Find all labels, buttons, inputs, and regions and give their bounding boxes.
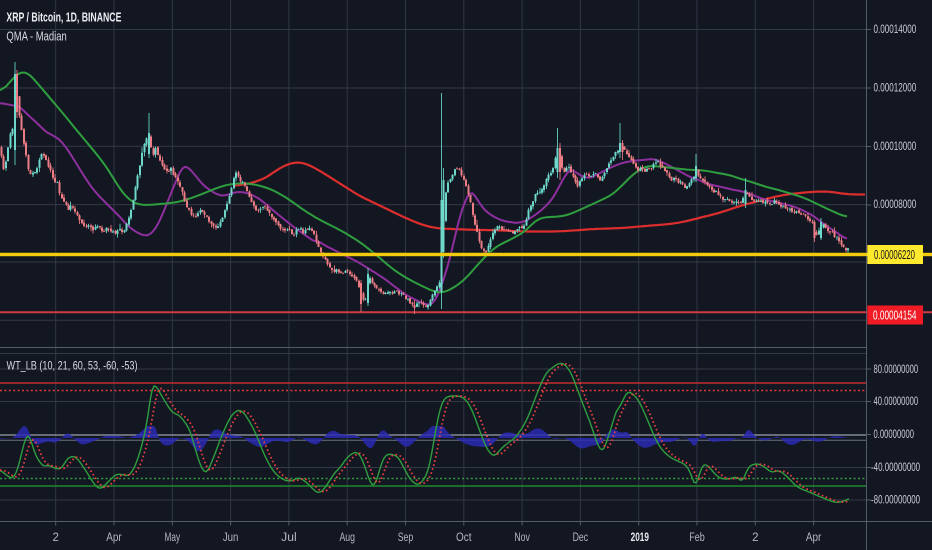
svg-text:2019: 2019 (631, 532, 649, 544)
svg-text:-40.00000000: -40.00000000 (871, 460, 920, 474)
svg-text:0.00000000: 0.00000000 (874, 427, 915, 441)
svg-text:Apr: Apr (806, 532, 822, 544)
svg-text:Dec: Dec (573, 532, 589, 544)
svg-text:Nov: Nov (514, 532, 530, 544)
svg-text:0.00014000: 0.00014000 (874, 22, 917, 36)
svg-text:40.00000000: 40.00000000 (874, 394, 919, 408)
svg-text:0.00008000: 0.00008000 (874, 197, 917, 211)
svg-text:Oct: Oct (456, 532, 472, 544)
svg-text:2: 2 (752, 532, 758, 544)
svg-text:Aug: Aug (339, 532, 355, 544)
svg-text:0.00006220: 0.00006220 (874, 248, 915, 262)
svg-text:Jun: Jun (223, 532, 239, 544)
svg-text:Jul: Jul (281, 532, 297, 544)
svg-text:-80.00000000: -80.00000000 (871, 492, 920, 506)
svg-text:2: 2 (52, 532, 58, 544)
svg-text:WT_LB (10, 21, 60, 53, -60, -5: WT_LB (10, 21, 60, 53, -60, -53) (7, 359, 138, 373)
svg-text:QMA - Madian: QMA - Madian (6, 29, 66, 44)
svg-text:Sep: Sep (398, 532, 414, 544)
svg-text:0.00010000: 0.00010000 (874, 139, 917, 153)
svg-text:0.00012000: 0.00012000 (874, 81, 917, 95)
svg-text:80.00000000: 80.00000000 (874, 362, 919, 376)
svg-text:0.00004154: 0.00004154 (873, 309, 917, 323)
svg-text:Feb: Feb (689, 532, 705, 544)
svg-text:May: May (165, 532, 181, 544)
svg-text:XRP / Bitcoin, 1D, BINANCE: XRP / Bitcoin, 1D, BINANCE (6, 11, 121, 25)
svg-text:Apr: Apr (106, 532, 122, 544)
